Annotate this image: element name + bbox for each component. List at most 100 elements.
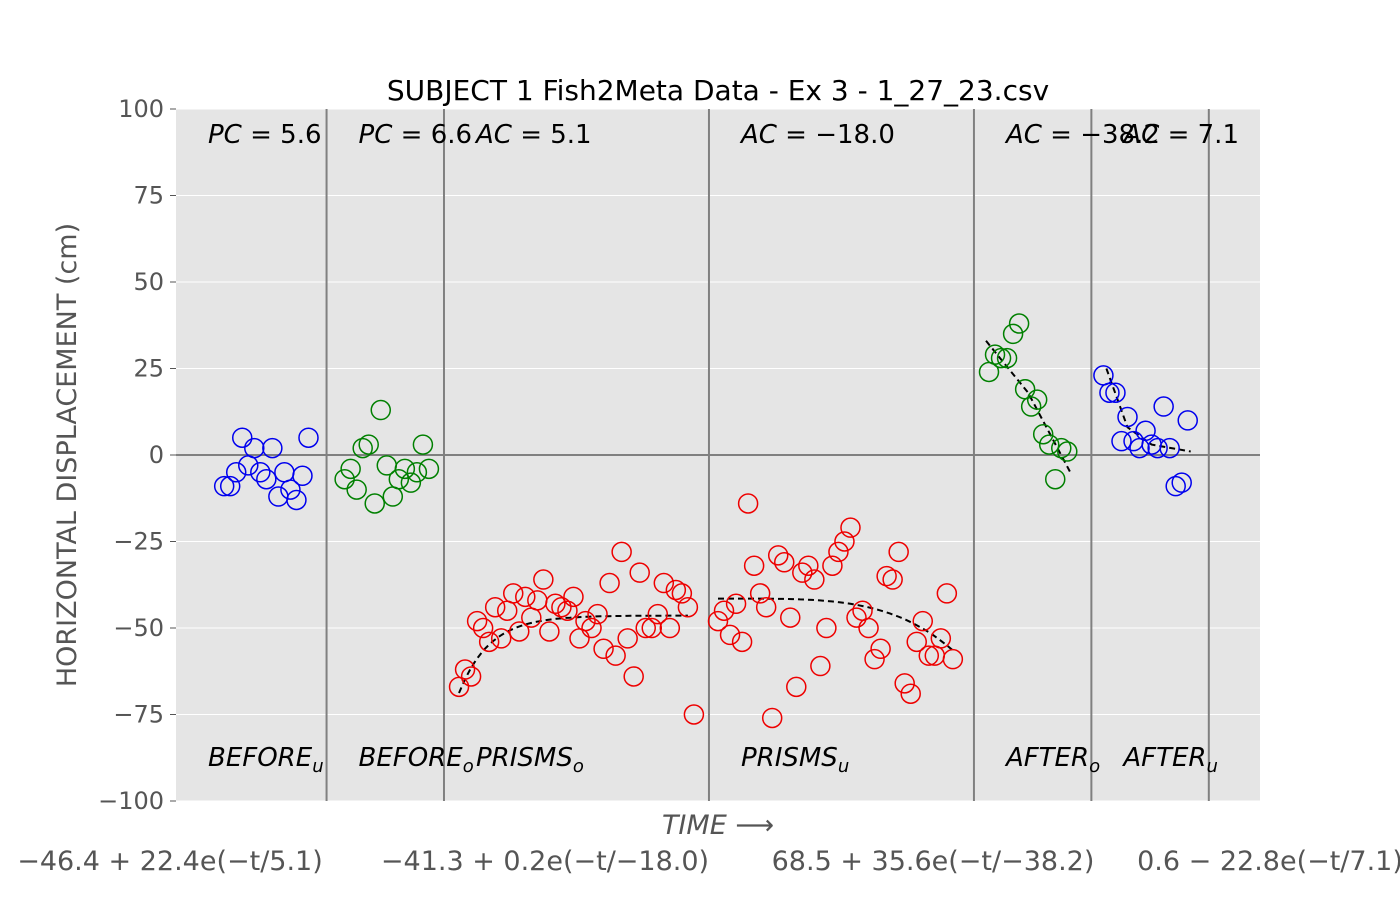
y-tick-label: −75 [113, 701, 164, 729]
data-point [659, 617, 681, 639]
data-point [370, 399, 392, 421]
data-point [713, 600, 735, 621]
data-point [352, 437, 373, 459]
data-point [1008, 313, 1030, 334]
section-metric: AC = −18.0 [739, 120, 895, 150]
data-point [617, 628, 638, 649]
data-point [653, 572, 675, 594]
data-point [882, 569, 903, 590]
data-point [743, 555, 765, 576]
data-point [1044, 468, 1066, 490]
section-metric: AC = 7.1 [1121, 120, 1239, 150]
section-label: AFTERu [1121, 743, 1218, 777]
data-point [1171, 472, 1192, 493]
data-point [1117, 406, 1138, 428]
data-point [792, 562, 813, 583]
data-point [1111, 430, 1132, 452]
data-point [575, 610, 596, 632]
y-tick-label: 100 [118, 95, 164, 123]
data-point [213, 475, 235, 497]
y-tick-label: −50 [113, 614, 164, 642]
y-tick-label: 25 [133, 355, 164, 383]
data-point [484, 596, 506, 618]
y-tick-label: −25 [113, 528, 164, 556]
data-point [545, 593, 566, 615]
data-point [466, 610, 488, 632]
data-point [755, 596, 777, 618]
data-point [490, 628, 512, 649]
data-point [798, 555, 819, 576]
data-point [1177, 410, 1198, 431]
data-point [1159, 437, 1180, 459]
data-point [1153, 396, 1174, 417]
data-point [250, 462, 271, 483]
data-point [641, 617, 663, 639]
data-point [810, 655, 831, 677]
section-metric: AC = 5.1 [474, 120, 592, 150]
section-metric: PC = 6.6 [359, 120, 473, 150]
data-point [996, 347, 1018, 369]
data-point [581, 617, 602, 639]
data-point [864, 648, 885, 670]
data-point [761, 707, 783, 729]
section-metric: AC = −38.2 [1004, 120, 1160, 150]
y-tick-label: 50 [133, 268, 164, 296]
data-point [1057, 441, 1078, 462]
data-point [804, 569, 825, 590]
data-point [1026, 389, 1048, 410]
fit-formula: 68.5 + 35.6e(−t/−38.2) [772, 846, 1095, 877]
data-point [840, 517, 861, 538]
data-point [876, 565, 897, 587]
data-point [394, 458, 416, 480]
data-point [930, 628, 952, 649]
data-point [665, 579, 687, 601]
plot-area: 100 75 50 25 0 −25 −50 −75 −100 BEFOREu PC = 5.6 BE… [98, 95, 1260, 815]
data-point [822, 555, 843, 576]
data-point [400, 472, 422, 493]
section-label: PRISMSu [741, 743, 849, 777]
data-point [629, 562, 650, 583]
data-point [912, 610, 934, 632]
data-point [737, 493, 759, 514]
data-point [1020, 396, 1042, 417]
data-point [1099, 382, 1120, 403]
data-point [1165, 475, 1186, 497]
data-point [816, 617, 837, 639]
data-point [767, 545, 789, 566]
data-point [894, 673, 915, 694]
data-point [671, 583, 693, 604]
data-point [1002, 323, 1024, 345]
x-axis-label: TIME ⟶ [662, 810, 774, 841]
data-point [533, 569, 554, 590]
data-point [858, 617, 879, 639]
data-point [472, 617, 494, 639]
data-point [364, 493, 385, 514]
data-point [454, 659, 476, 680]
data-point [298, 427, 319, 448]
data-point [683, 704, 705, 725]
data-point [539, 621, 560, 642]
data-point [244, 437, 265, 459]
data-point [635, 617, 656, 639]
data-point [509, 621, 530, 642]
data-point [990, 347, 1012, 369]
data-point [828, 541, 849, 563]
fit-formula: −46.4 + 22.4e(−t/5.1) [17, 846, 323, 877]
data-point [515, 586, 536, 608]
data-point [647, 603, 669, 625]
fit-curve [458, 614, 688, 694]
data-point [605, 645, 626, 666]
data-point [406, 462, 428, 483]
data-point [593, 638, 614, 660]
fit-formula: −41.3 + 0.2e(−t/−18.0) [381, 846, 709, 877]
section-label: PRISMSo [476, 743, 584, 777]
data-point [900, 683, 921, 704]
data-point [388, 468, 410, 490]
data-point [478, 631, 500, 653]
data-point [942, 648, 964, 670]
data-point [773, 552, 795, 573]
data-point [725, 593, 747, 615]
data-point [834, 531, 855, 552]
data-point [587, 603, 608, 625]
